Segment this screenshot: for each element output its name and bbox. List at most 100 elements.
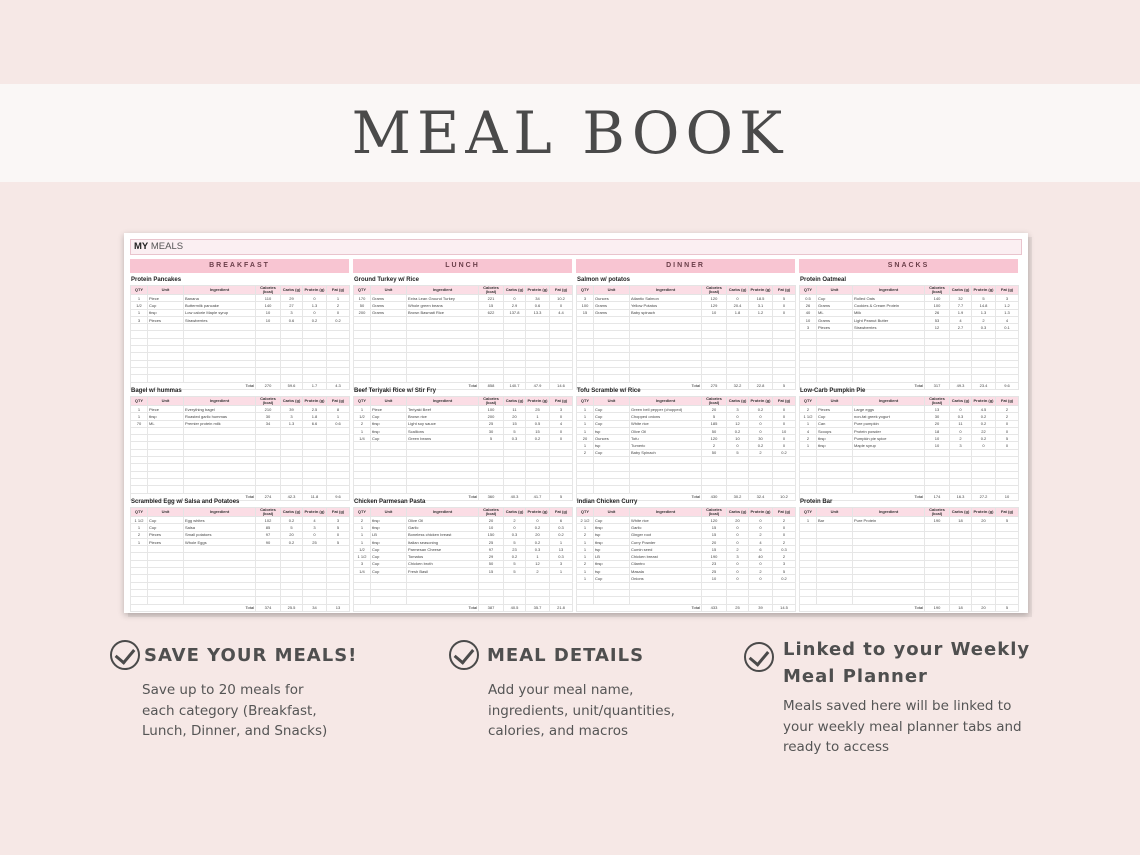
table-cell: [593, 456, 630, 465]
column-header: Protein (g): [302, 507, 327, 517]
meal-card: Salmon w/ potatos QTY Unit Ingredient Calori…: [576, 276, 796, 390]
table-cell: [147, 581, 184, 590]
table-cell: Garlic: [406, 523, 479, 532]
table-cell: [353, 448, 371, 458]
column-header: Carbs (g): [280, 507, 303, 517]
table-row: [799, 366, 1019, 376]
table-cell: [130, 448, 148, 458]
table-cell: [549, 366, 573, 376]
table-header-row: QTY Unit Ingredient Calories (kcal) Carbs (g…: [576, 507, 796, 517]
table-header-row: QTY Unit Ingredient Calories (kcal) Carbs (g…: [799, 507, 1019, 517]
table-cell: [995, 552, 1019, 561]
table-cell: [147, 559, 184, 569]
table-header-row: QTY Unit Ingredient Calories (kcal) Carbs (g…: [353, 285, 573, 295]
table-cell: [326, 470, 350, 479]
table-cell: [525, 581, 550, 590]
table-cell: [478, 470, 504, 479]
meal-ingredients-table: QTY Unit Ingredient Calories (kcal) Carbs (g…: [353, 507, 573, 612]
table-cell: [406, 470, 479, 479]
table-cell: 1: [799, 441, 817, 450]
table-cell: [280, 596, 303, 605]
table-cell: 10: [255, 315, 281, 325]
table-cell: Roasted garlic hummas: [183, 412, 256, 421]
table-cell: [326, 448, 350, 458]
table-row: [799, 523, 1019, 532]
table-cell: Light soy sauce: [406, 419, 479, 428]
table-cell: [478, 448, 504, 458]
table-cell: 4.4: [549, 308, 573, 317]
meal-card: Protein Bar QTY Unit Ingredient Calories (kc…: [799, 498, 1019, 612]
table-cell: [593, 366, 630, 376]
table-cell: 3: [130, 315, 148, 325]
table-row: 10 Grams Light Peanut Butter 53 4 2 4: [799, 315, 1019, 325]
table-cell: [353, 463, 371, 472]
table-row: 1 tbsp Italian seasoning 25 5 0.2 1: [353, 537, 573, 547]
table-cell: [576, 315, 594, 325]
table-header-row: QTY Unit Ingredient Calories (kcal) Carbs (g…: [130, 285, 350, 295]
table-cell: 0: [772, 308, 796, 317]
table-cell: [549, 323, 573, 332]
table-cell: [183, 574, 256, 583]
table-cell: [549, 581, 573, 590]
table-cell: 0: [748, 515, 773, 525]
table-cell: 10: [772, 426, 796, 436]
table-cell: 3: [726, 404, 749, 414]
feature-desc-line: Add your meal name,: [488, 682, 634, 698]
table-cell: [353, 359, 371, 368]
table-cell: [799, 463, 817, 472]
column-header: Unit: [593, 285, 630, 295]
table-cell: [995, 359, 1019, 368]
table-cell: Cup: [147, 523, 184, 532]
table-cell: [772, 463, 796, 472]
table-cell: [525, 345, 550, 354]
feature-desc-line: each category (Breakfast,: [142, 702, 317, 719]
table-cell: [995, 567, 1019, 576]
table-cell: [971, 559, 996, 569]
table-cell: [924, 574, 950, 583]
table-cell: [701, 352, 727, 361]
table-cell: [852, 374, 925, 383]
table-cell: [353, 485, 371, 494]
column-header: Ingredient: [183, 396, 256, 406]
table-cell: [549, 477, 573, 487]
table-row: [576, 470, 796, 479]
table-cell: [924, 352, 950, 361]
table-cell: [949, 530, 972, 539]
table-cell: 0: [549, 434, 573, 443]
table-cell: 12: [525, 559, 550, 569]
meal-name: Salmon w/ potatos: [577, 277, 631, 283]
table-cell: [924, 588, 950, 598]
table-cell: [326, 374, 350, 383]
meal-name: Indian Chicken Curry: [577, 499, 638, 505]
table-cell: 0: [748, 523, 773, 532]
table-row: 1/2 Cup Buttermilk pancake 140 27 1.3 2: [130, 301, 350, 310]
table-cell: [406, 448, 479, 458]
table-cell: tbsp: [593, 523, 630, 532]
table-cell: 0: [995, 426, 1019, 436]
column-header: Ingredient: [629, 507, 702, 517]
table-row: [353, 315, 573, 325]
table-cell: Grams: [370, 301, 407, 310]
table-cell: [130, 456, 148, 465]
total-row: Total 858 140.7 47.9 14.6: [353, 381, 573, 390]
table-cell: 1.3: [995, 308, 1019, 317]
table-cell: [280, 352, 303, 361]
column-header: Calories (kcal): [255, 507, 281, 517]
table-cell: [593, 345, 630, 354]
table-cell: [255, 552, 281, 561]
column-header: Calories (kcal): [478, 396, 504, 406]
column-header: Unit: [147, 285, 184, 295]
table-cell: [726, 366, 749, 376]
table-cell: [503, 485, 526, 494]
table-cell: [629, 337, 702, 347]
table-cell: [816, 588, 853, 598]
table-cell: 5: [995, 515, 1019, 525]
table-cell: [478, 596, 504, 605]
table-cell: [799, 345, 817, 354]
table-cell: [748, 366, 773, 376]
table-cell: 2: [525, 567, 550, 576]
table-row: 200 Grams Brown Basmati Rice 622 137.8 13.3 4.…: [353, 308, 573, 317]
table-cell: 1: [326, 293, 350, 303]
table-row: [576, 588, 796, 598]
column-header: Carbs (g): [503, 396, 526, 406]
